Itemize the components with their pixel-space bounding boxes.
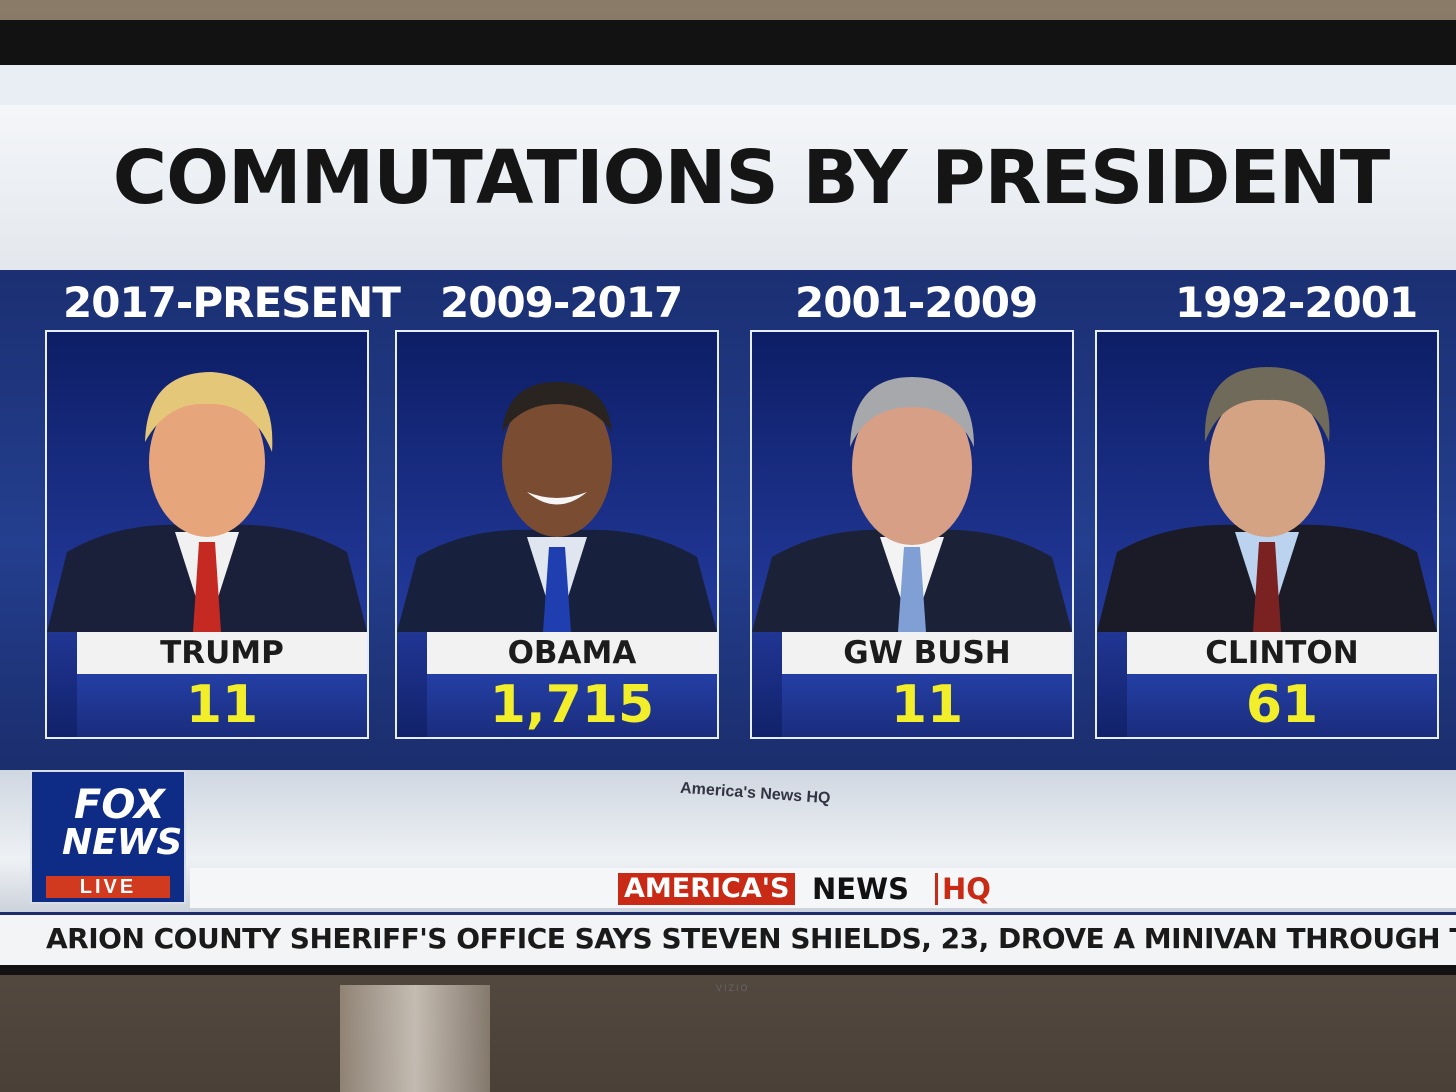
portrait-trump [47,372,367,632]
tie [1253,542,1281,632]
tv-screen: COMMUTATIONS BY PRESIDENT 2017-PRESENT T… [0,65,1456,965]
hair [145,372,273,452]
commutation-count: 11 [77,674,367,737]
president-panel: 2017-PRESENT TRUMP 11 2009-2017 [0,270,1456,815]
show-name-part3: HQ [935,873,991,905]
hair [1204,367,1330,442]
president-card: TRUMP 11 [45,330,369,739]
logo-news-text: NEWS [62,822,183,863]
president-name: GW BUSH [782,632,1072,674]
fox-news-logo: FOX NEWS LIVE [30,770,186,904]
tv-brand-label: VIZIO [716,983,750,993]
portrait-clinton [1097,367,1437,632]
commutation-count: 11 [782,674,1072,737]
president-name: TRUMP [77,632,367,674]
show-name-part2: NEWS [812,872,909,906]
ticker-text: ARION COUNTY SHERIFF'S OFFICE SAYS STEVE… [46,922,1456,955]
hair [850,377,974,447]
portrait-obama [397,382,717,632]
face [1209,387,1325,537]
tie [193,542,221,632]
president-card: CLINTON 61 [1095,330,1439,739]
tie [543,547,571,632]
face [852,389,972,545]
show-name-part1: AMERICA'S [618,873,796,905]
glass-object [340,985,490,1092]
face [502,387,612,537]
term-years: 2009-2017 [440,278,683,327]
tv-frame: COMMUTATIONS BY PRESIDENT 2017-PRESENT T… [0,20,1456,993]
president-name: CLINTON [1127,632,1437,674]
tie [898,547,926,632]
term-years: 2001-2009 [795,278,1038,327]
news-ticker: ARION COUNTY SHERIFF'S OFFICE SAYS STEVE… [0,912,1456,965]
hair [502,382,612,432]
commutation-count: 1,715 [427,674,717,737]
president-card: OBAMA 1,715 [395,330,719,739]
term-years: 2017-PRESENT [63,278,401,327]
logo-fox-text: FOX [74,782,165,828]
portrait-bush [752,377,1072,632]
term-years: 1992-2001 [1175,278,1418,327]
commutation-count: 61 [1127,674,1437,737]
live-badge: LIVE [46,876,170,898]
president-name: OBAMA [427,632,717,674]
show-name-bar: AMERICA'S NEWS HQ [190,868,1456,908]
president-card: GW BUSH 11 [750,330,1074,739]
face [149,387,265,537]
graphic-title: COMMUTATIONS BY PRESIDENT [112,135,1390,221]
